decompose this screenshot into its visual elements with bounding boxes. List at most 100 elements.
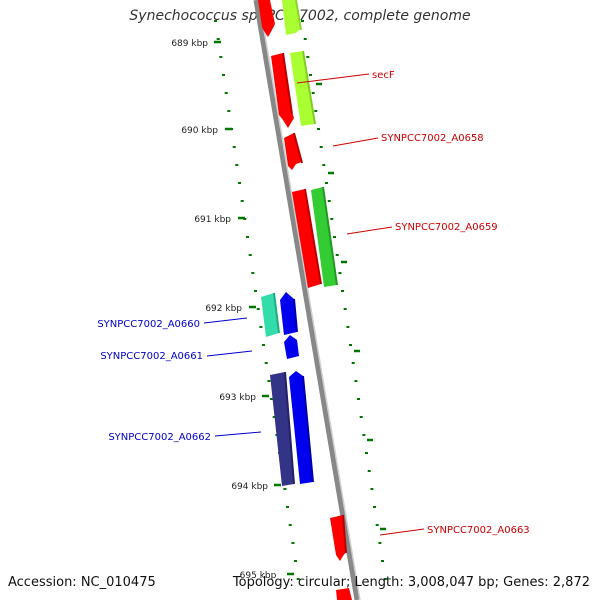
scale-dot — [365, 452, 368, 454]
tick-label-695: 695 kbp — [240, 571, 277, 581]
kbp-tick-689: 689 kbp — [171, 39, 221, 49]
cds-feature-A0659-red[interactable] — [292, 189, 321, 288]
scale-dot — [272, 416, 276, 418]
cds-feature-top-lime[interactable] — [282, 0, 301, 35]
scale-dot — [330, 218, 334, 220]
cds-feature-A0658[interactable] — [284, 133, 302, 170]
gene-label-secF[interactable]: secF — [372, 70, 395, 81]
scale-dot — [286, 506, 289, 508]
kbp-tick-691: 691 kbp — [194, 215, 245, 225]
right-scale-ticks — [316, 82, 386, 531]
scale-dot — [291, 542, 295, 544]
gene-label-A0662[interactable]: SYNPCC7002_A0662 — [108, 432, 211, 443]
gene-label-A0661[interactable]: SYNPCC7002_A0661 — [100, 351, 203, 362]
scale-dot — [373, 506, 376, 508]
scale-dots-right — [301, 20, 387, 580]
cds-feature-A0659[interactable] — [311, 187, 337, 287]
kbp-tick-690: 690 kbp — [181, 126, 232, 136]
scale-dot — [301, 20, 304, 22]
scale-dot — [349, 344, 352, 346]
scale-dot — [311, 92, 315, 94]
scale-dot — [383, 578, 387, 580]
tick-label-689: 689 kbp — [171, 39, 208, 49]
scale-dot — [303, 38, 307, 40]
scale-dot — [232, 146, 236, 148]
gene-label-A0658[interactable]: SYNPCC7002_A0658 — [381, 133, 484, 144]
scale-dot — [222, 74, 225, 76]
cds-feature-A0661[interactable] — [284, 335, 299, 359]
kbp-tick-694: 694 kbp — [231, 482, 281, 492]
scale-dot — [327, 200, 331, 202]
scale-dot — [362, 434, 366, 436]
scale-dot — [357, 398, 360, 400]
label-connectors — [203, 73, 425, 536]
accession-text: Accession: NC_010475 — [8, 575, 156, 590]
genome-backbone — [253, 0, 360, 600]
topology-summary: Topology: circular; Length: 3,008,047 bp… — [232, 575, 590, 590]
scale-dot — [296, 578, 300, 580]
scale-dot — [314, 110, 318, 112]
scale-dot — [351, 362, 355, 364]
cds-feature-bottom-red[interactable] — [336, 588, 352, 600]
cds-feature-A0662-navy[interactable] — [270, 372, 294, 486]
scale-dot — [375, 524, 379, 526]
scale-dot — [309, 74, 312, 76]
kbp-tick-693: 693 kbp — [219, 393, 269, 403]
scale-dot — [378, 542, 382, 544]
scale-dot — [246, 236, 249, 238]
scale-dot — [325, 182, 328, 184]
gene-label-A0660[interactable]: SYNPCC7002_A0660 — [97, 319, 200, 330]
scale-dot — [264, 362, 268, 364]
scale-dot — [238, 182, 241, 184]
scale-dot — [335, 254, 339, 256]
tick-label-694: 694 kbp — [231, 482, 268, 492]
gene-label-A0659[interactable]: SYNPCC7002_A0659 — [395, 222, 498, 233]
scale-dot — [251, 272, 255, 274]
scale-dot — [343, 308, 347, 310]
cds-feature-A0663[interactable] — [330, 515, 346, 561]
scale-dot — [219, 56, 223, 58]
scale-dot — [235, 164, 239, 166]
cds-feature-secF-red[interactable] — [271, 53, 294, 128]
scale-dot — [288, 524, 292, 526]
kbp-tick-692: 692 kbp — [205, 304, 256, 314]
scale-dot — [370, 488, 374, 490]
tick-label-690: 690 kbp — [181, 126, 218, 136]
scale-dot — [381, 560, 384, 562]
scale-dot — [341, 290, 344, 292]
tick-label-691: 691 kbp — [194, 215, 231, 225]
scale-dot — [294, 560, 297, 562]
scale-dot — [256, 308, 260, 310]
cds-feature-top-red[interactable] — [258, 0, 275, 37]
scale-dot — [333, 236, 336, 238]
cds-feature-blue-arrow-a[interactable] — [280, 292, 297, 335]
scale-dot — [322, 164, 326, 166]
scale-dot — [306, 56, 310, 58]
scale-dot — [254, 290, 257, 292]
scale-dot — [359, 416, 363, 418]
tick-label-692: 692 kbp — [205, 304, 242, 314]
scale-dot — [270, 398, 273, 400]
scale-dot — [338, 272, 342, 274]
cds-feature-A0662[interactable] — [289, 371, 313, 484]
scale-dot — [367, 470, 371, 472]
gene-label-A0663[interactable]: SYNPCC7002_A0663 — [427, 525, 530, 536]
scale-dot — [346, 326, 350, 328]
scale-dot — [240, 200, 244, 202]
tick-label-693: 693 kbp — [219, 393, 256, 403]
scale-dot — [214, 20, 217, 22]
cds-feature-secF[interactable] — [290, 51, 315, 126]
scale-dot — [317, 128, 320, 130]
kbp-tick-695: 695 kbp — [240, 571, 294, 581]
scale-dot — [227, 110, 231, 112]
scale-dot — [248, 254, 252, 256]
scale-dot — [267, 380, 271, 382]
scale-dot — [224, 92, 228, 94]
scale-dot — [259, 326, 263, 328]
scale-dot — [216, 38, 220, 40]
scale-dot — [354, 380, 358, 382]
scale-dot — [283, 488, 287, 490]
scale-dot — [319, 146, 323, 148]
